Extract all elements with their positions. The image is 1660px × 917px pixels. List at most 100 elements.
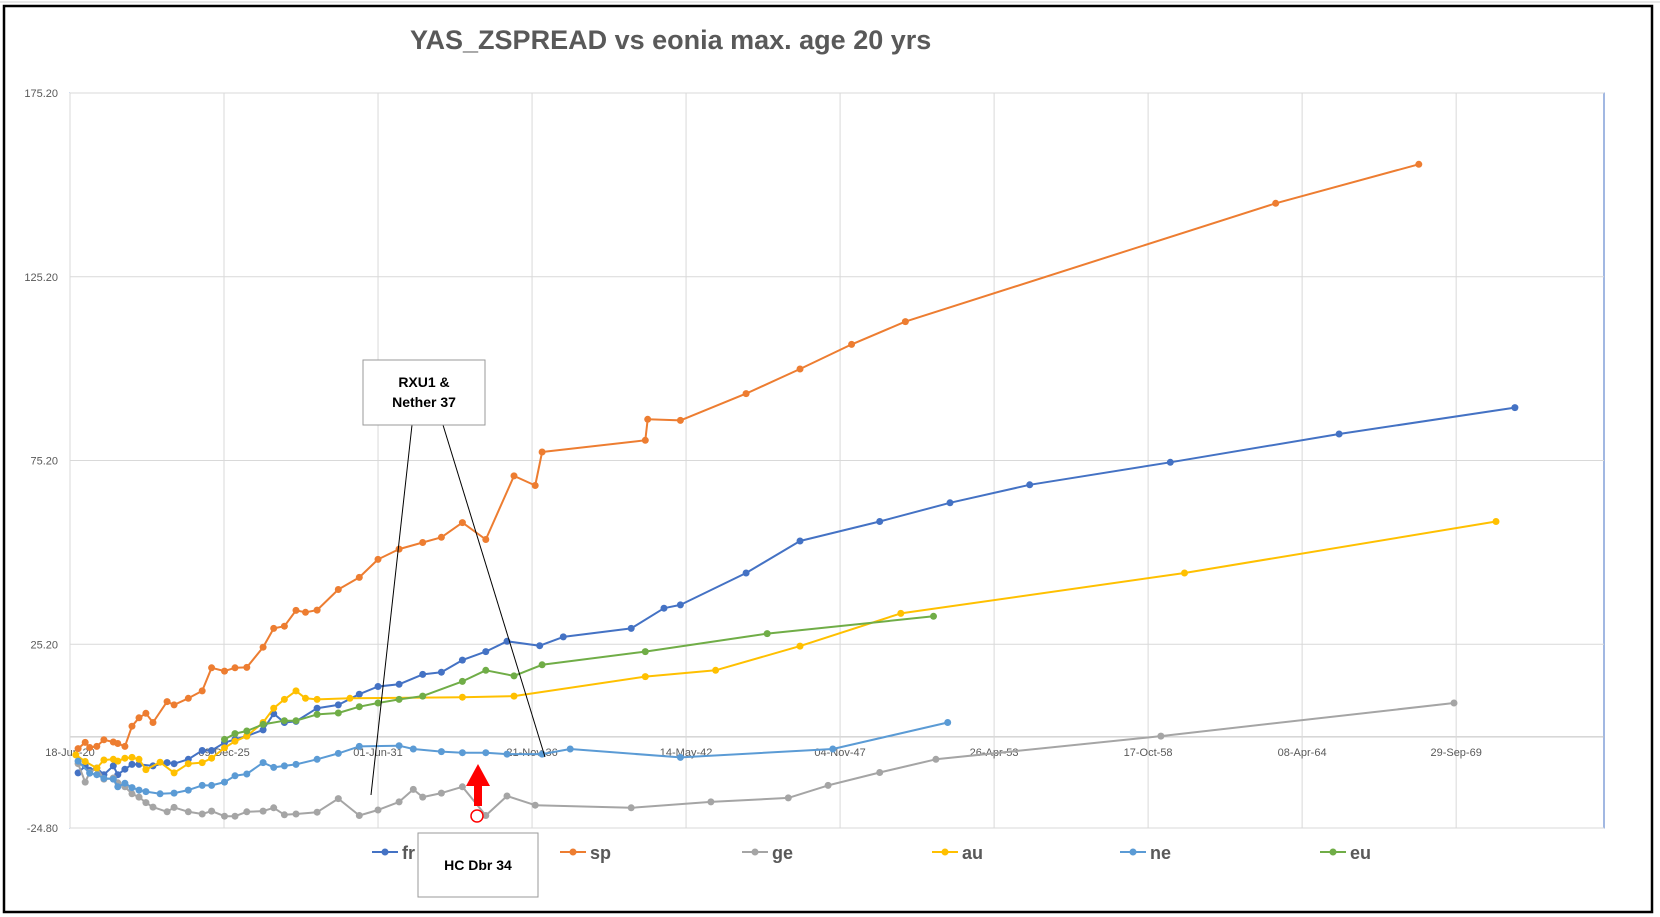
chart-border bbox=[2, 4, 1654, 914]
data-point-ge bbox=[627, 804, 635, 812]
legend-label: sp bbox=[590, 843, 611, 863]
data-point-ne bbox=[458, 749, 466, 757]
legend-label: au bbox=[962, 843, 983, 863]
data-point-eu bbox=[334, 709, 342, 717]
data-point-sp bbox=[482, 536, 490, 543]
data-point-au bbox=[121, 754, 129, 762]
data-point-ne bbox=[221, 778, 228, 786]
data-point-eu bbox=[292, 717, 300, 725]
data-point-au bbox=[142, 766, 150, 774]
data-point-sp bbox=[221, 667, 228, 675]
data-point-ge bbox=[503, 792, 511, 800]
data-point-sp bbox=[395, 545, 403, 553]
data-point-sp bbox=[742, 390, 750, 398]
data-point-ne bbox=[142, 788, 150, 796]
data-point-eu bbox=[641, 648, 649, 656]
data-point-ne bbox=[74, 757, 82, 765]
data-point-fr bbox=[437, 668, 445, 676]
legend-label: fr bbox=[402, 843, 415, 863]
data-point-ne bbox=[93, 771, 101, 779]
data-point-fr bbox=[1026, 481, 1034, 489]
data-point-ne bbox=[243, 770, 251, 778]
data-point-au bbox=[135, 755, 143, 763]
data-point-eu bbox=[482, 666, 490, 674]
data-point-fr bbox=[163, 759, 171, 767]
callout-rxu1-nether: RXU1 & Nether 37 bbox=[362, 359, 546, 796]
data-point-ge bbox=[135, 793, 143, 801]
data-point-ne bbox=[198, 781, 206, 789]
data-point-fr bbox=[355, 690, 363, 698]
data-point-sp bbox=[644, 415, 652, 423]
data-point-au bbox=[346, 694, 354, 702]
data-point-ne bbox=[944, 719, 952, 726]
data-point-eu bbox=[221, 735, 228, 743]
data-point-ne bbox=[280, 762, 288, 770]
x-tick-label: 08-Apr-64 bbox=[1278, 747, 1327, 759]
series-sp bbox=[74, 160, 1423, 753]
data-point-ne bbox=[292, 760, 300, 768]
data-point-sp bbox=[163, 698, 171, 706]
data-point-ge bbox=[231, 812, 239, 820]
red-arrow-marker bbox=[466, 764, 490, 823]
legend-item-eu: eu bbox=[1320, 843, 1371, 863]
data-point-au bbox=[302, 694, 309, 702]
legend-swatch-marker bbox=[569, 848, 577, 856]
data-point-ge bbox=[243, 808, 251, 816]
legend-item-au: au bbox=[932, 843, 983, 863]
data-point-eu bbox=[280, 717, 288, 725]
y-tick-label: 75.20 bbox=[30, 456, 58, 468]
legend-label: ge bbox=[772, 843, 793, 863]
callout-leader-right bbox=[442, 424, 546, 758]
y-tick-label: -24.80 bbox=[27, 823, 58, 835]
data-point-ne bbox=[409, 745, 417, 753]
y-tick-label: 175.20 bbox=[24, 88, 58, 100]
x-tick-label: 18-Jun-20 bbox=[45, 747, 95, 759]
data-point-fr bbox=[313, 704, 321, 712]
data-point-au bbox=[198, 759, 206, 767]
data-point-ne bbox=[184, 786, 192, 794]
x-tick-label: 17-Oct-58 bbox=[1124, 747, 1173, 759]
data-point-sp bbox=[114, 740, 122, 747]
highlight-circle bbox=[470, 809, 484, 823]
data-point-fr bbox=[627, 624, 635, 632]
data-point-au bbox=[1181, 569, 1188, 577]
data-point-ne bbox=[109, 775, 117, 783]
data-point-ne bbox=[829, 745, 837, 753]
data-point-sp bbox=[93, 742, 101, 750]
data-point-ne bbox=[313, 755, 321, 763]
data-point-sp bbox=[419, 539, 427, 546]
data-point-ge bbox=[419, 793, 427, 801]
data-point-sp bbox=[243, 663, 251, 671]
data-point-au bbox=[93, 764, 101, 772]
data-point-fr bbox=[458, 656, 466, 664]
legend-label: ne bbox=[1150, 843, 1171, 863]
data-point-eu bbox=[395, 695, 403, 703]
callout-bottom-box bbox=[417, 832, 539, 898]
data-point-sp bbox=[510, 472, 518, 480]
data-point-fr bbox=[946, 499, 954, 507]
data-point-ne bbox=[170, 789, 178, 797]
data-point-ge bbox=[531, 801, 539, 809]
data-point-eu bbox=[419, 692, 427, 700]
data-point-ge bbox=[280, 811, 288, 819]
data-point-sp bbox=[538, 448, 546, 456]
series-ge bbox=[74, 699, 1458, 820]
data-point-ge bbox=[374, 806, 382, 814]
data-point-fr bbox=[536, 642, 544, 650]
data-point-ne bbox=[114, 783, 122, 791]
data-point-au bbox=[100, 756, 108, 764]
data-point-eu bbox=[374, 699, 382, 707]
data-point-fr bbox=[334, 701, 342, 709]
data-point-fr bbox=[374, 683, 382, 690]
data-point-fr bbox=[208, 747, 216, 754]
data-point-sp bbox=[100, 736, 108, 744]
data-point-ge bbox=[707, 798, 715, 806]
data-point-sp bbox=[280, 622, 288, 630]
data-point-ne bbox=[395, 742, 403, 750]
data-point-fr bbox=[676, 601, 684, 609]
series-ne bbox=[74, 719, 952, 798]
legend-item-ge: ge bbox=[742, 843, 793, 863]
data-point-au bbox=[184, 760, 192, 768]
callout-line-1: RXU1 & bbox=[398, 374, 449, 390]
data-point-ne bbox=[135, 786, 143, 794]
